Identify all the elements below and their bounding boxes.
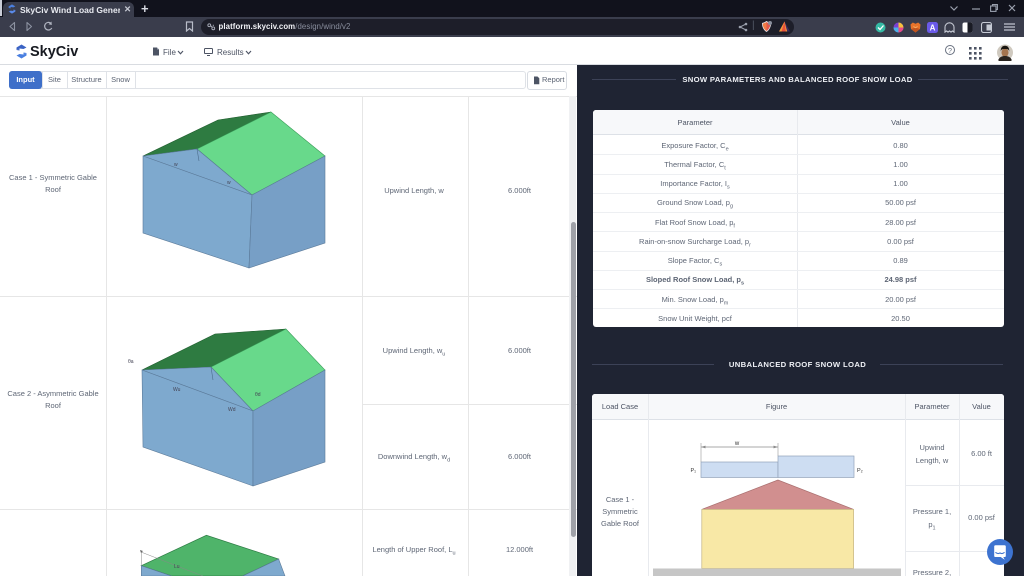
svg-text:w: w [227,180,231,186]
svg-text:P₂: P₂ [857,468,863,474]
svg-text:θd: θd [255,392,261,398]
svg-text:θa: θa [128,359,134,365]
svg-text:w: w [734,441,740,447]
svg-text:Wu: Wu [173,387,181,393]
svg-text:Wd: Wd [228,407,236,413]
svg-text:w: w [174,162,178,168]
svg-text:Lu: Lu [174,564,180,570]
svg-text:A: A [930,23,936,32]
svg-text:P₁: P₁ [690,468,696,474]
